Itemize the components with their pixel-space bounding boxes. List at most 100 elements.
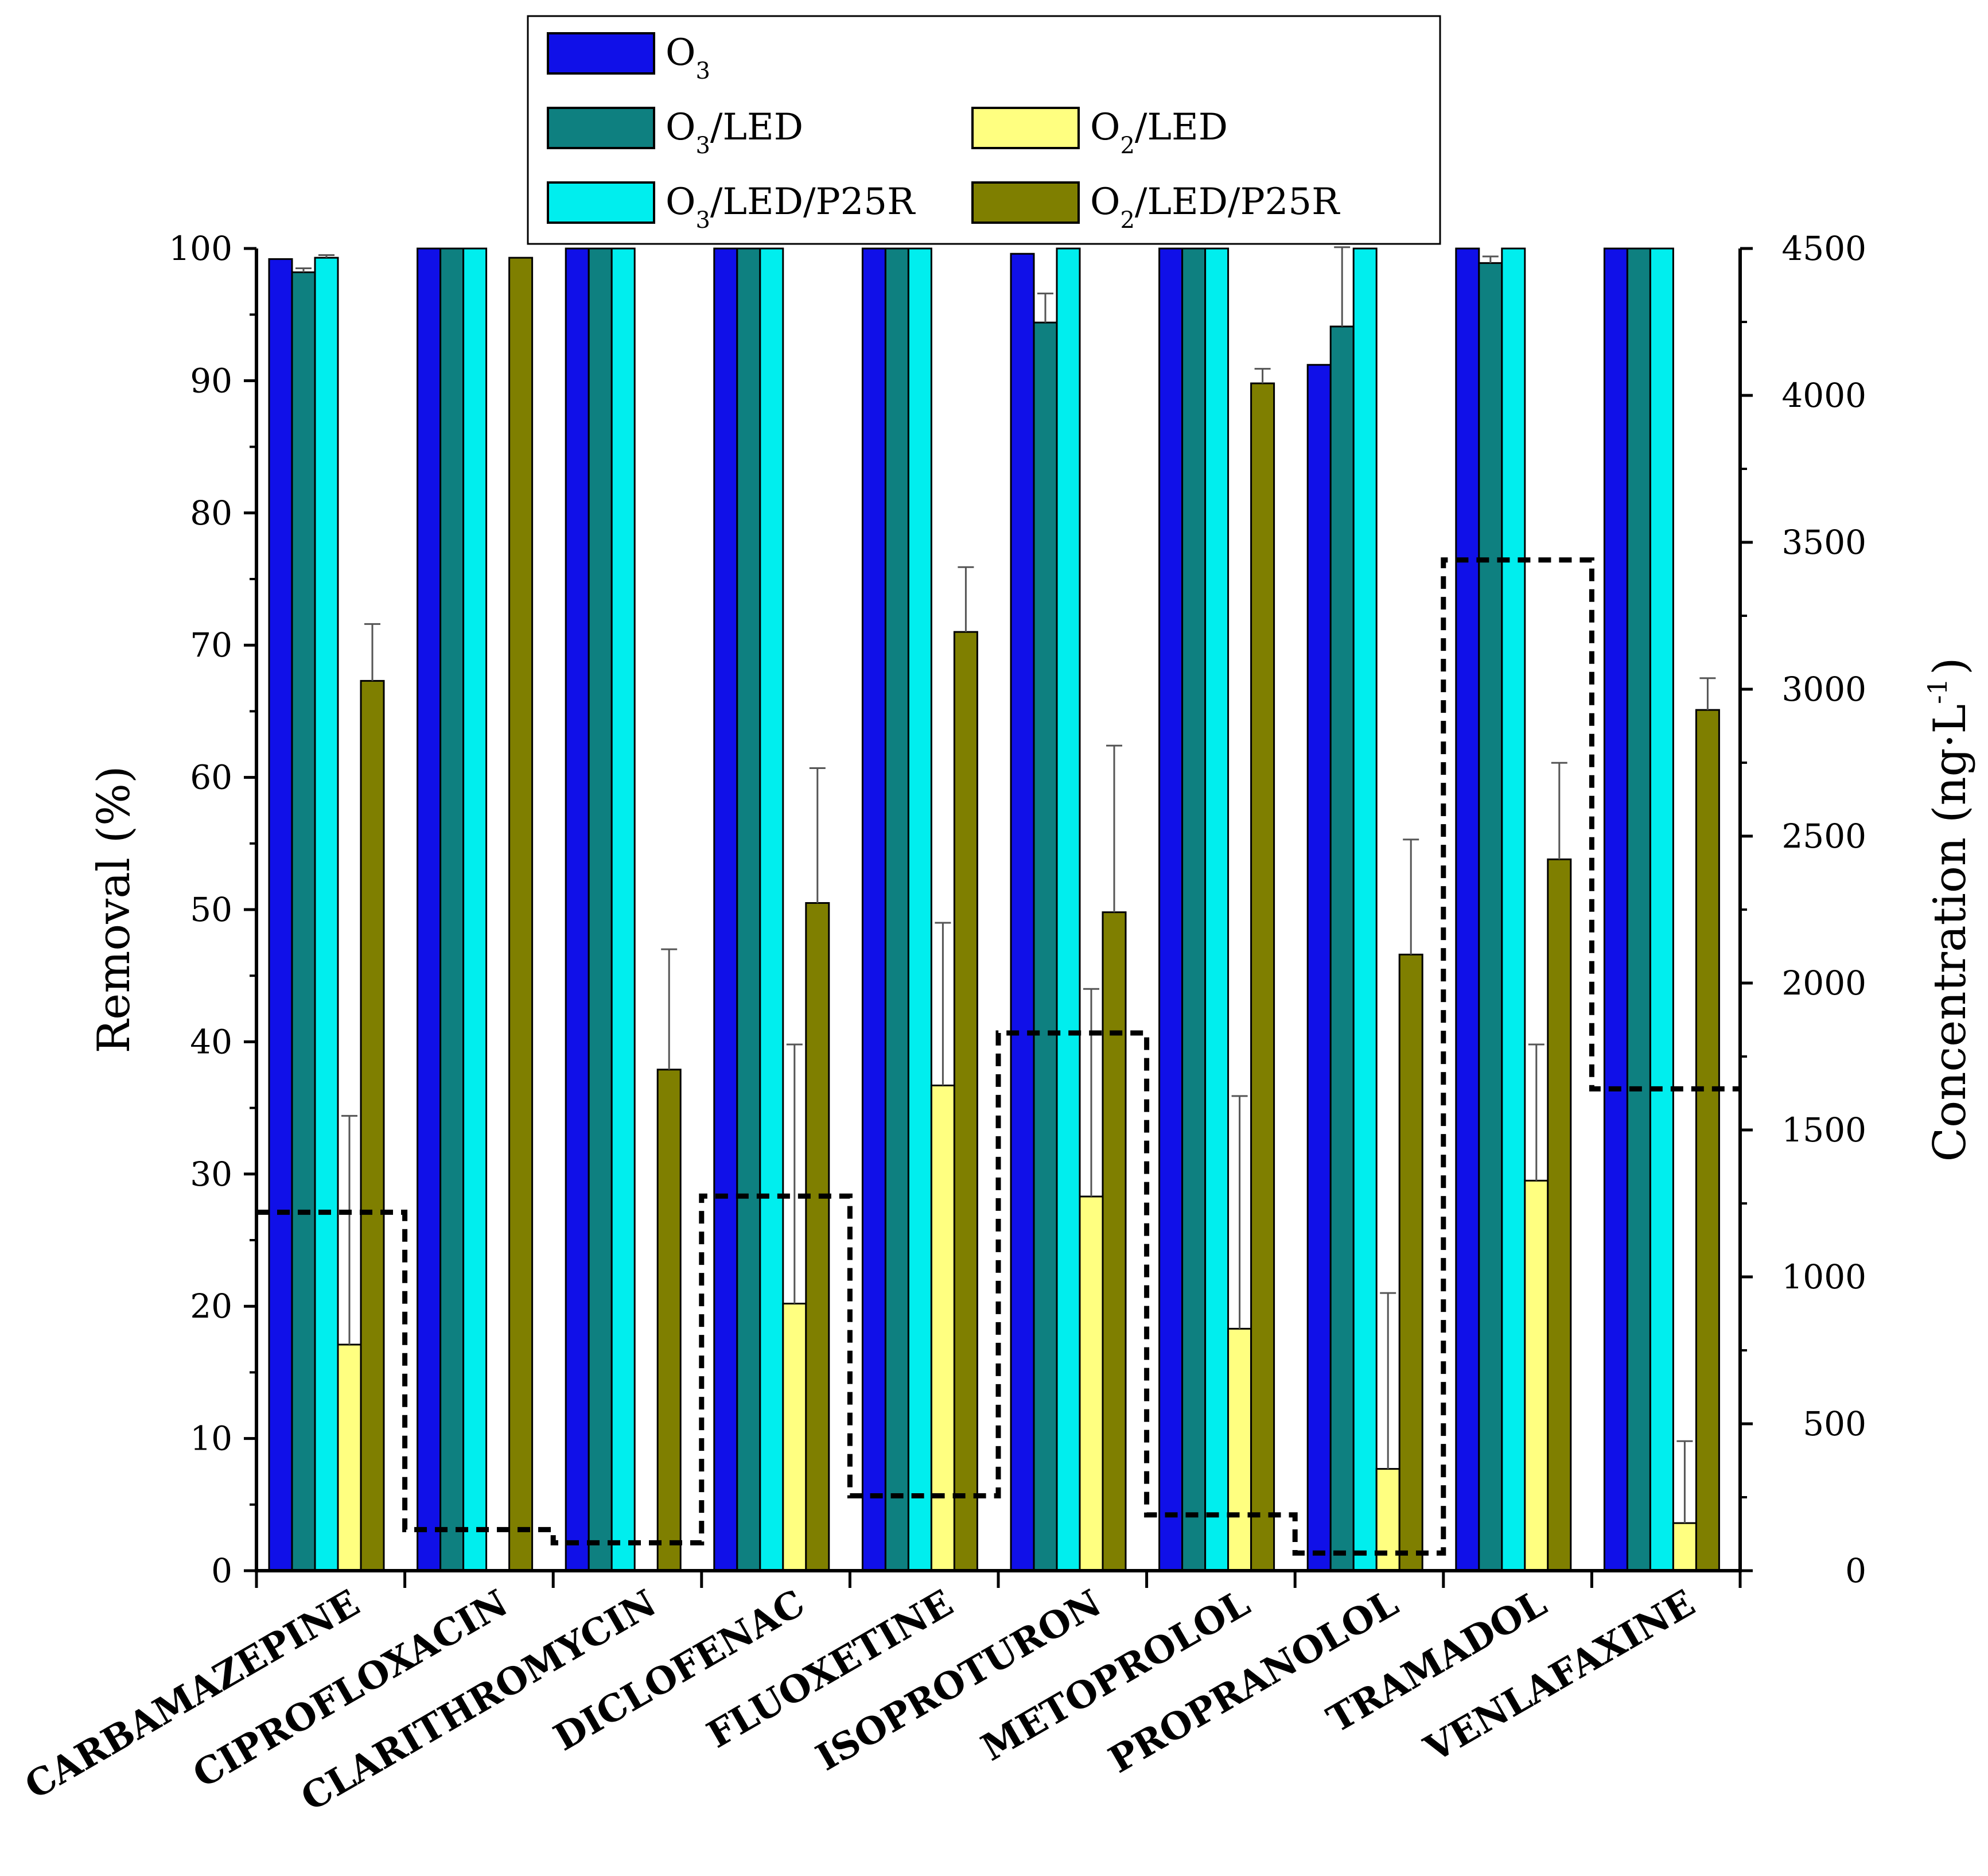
bar-o3-metoprolol <box>1158 247 1184 1572</box>
legend-items: O3 O3/LED O3/LED/P25R O2/LED O2/LED/P25R <box>547 32 1340 234</box>
bar-o2-led-p25r-metoprolol <box>1250 382 1275 1572</box>
left-tick-label-30: 30 <box>190 1155 232 1194</box>
error-bars-layer <box>295 246 1716 1524</box>
left-tick-label-90: 90 <box>190 361 232 400</box>
bar-o3-led-carbamazepine <box>291 271 316 1572</box>
bar-o3-led-p25r-tramadol <box>1501 247 1526 1572</box>
concentration-line <box>256 557 1740 1556</box>
right-tick-label-1500: 1500 <box>1781 1110 1866 1149</box>
bar-o2-led-p25r-ciprofloxacin <box>508 257 534 1572</box>
bar-o3-carbamazepine <box>268 258 293 1572</box>
legend-item-o3: O3 <box>547 32 710 84</box>
left-tick-label-20: 20 <box>190 1287 232 1326</box>
concentration-line-layer <box>256 557 1740 1556</box>
left-tick-label-10: 10 <box>190 1419 232 1458</box>
bar-o3-led-p25r-isoproturon <box>1056 247 1081 1572</box>
right-tick-label-3000: 3000 <box>1781 670 1866 709</box>
category-label-diclofenac: DICLOFENAC <box>547 1582 812 1760</box>
right-tick-label-4500: 4500 <box>1781 229 1866 268</box>
left-ticks: 0 10 20 30 40 50 60 70 80 90 100 <box>169 229 256 1590</box>
bar-o3-led-p25r-carbamazepine <box>314 257 339 1572</box>
left-tick-label-100: 100 <box>169 229 232 268</box>
bars-layer <box>268 247 1720 1572</box>
left-tick-label-80: 80 <box>190 494 232 533</box>
bar-o3-led-ciprofloxacin <box>439 247 465 1572</box>
bar-o2-led-p25r-propranolol <box>1398 953 1423 1572</box>
bar-o2-led-diclofenac <box>782 1303 807 1572</box>
y2-axis-title-close: ) <box>1924 658 1976 675</box>
legend-item-o3-led: O3/LED <box>547 106 803 159</box>
bar-o3-led-propranolol <box>1329 325 1355 1572</box>
x-ticks <box>255 1571 1742 1588</box>
bar-o3-ciprofloxacin <box>417 247 442 1572</box>
legend: O3 O3/LED O3/LED/P25R O2/LED O2/LED/P25R <box>527 15 1441 245</box>
bar-o3-led-isoproturon <box>1033 321 1058 1572</box>
bar-o3-led-p25r-fluoxetine <box>907 247 932 1572</box>
legend-swatch-o2-led <box>971 107 1080 149</box>
bar-o2-led-p25r-isoproturon <box>1102 911 1127 1572</box>
legend-item-o2-led: O2/LED <box>971 106 1228 159</box>
bar-o3-led-tramadol <box>1478 262 1503 1572</box>
legend-label-o3-led: O3/LED <box>666 106 803 159</box>
left-tick-label-60: 60 <box>190 758 232 797</box>
bar-o3-led-metoprolol <box>1181 247 1207 1572</box>
y2-axis-title-sup: -1 <box>1922 678 1953 704</box>
bar-o2-led-metoprolol <box>1227 1327 1252 1572</box>
bar-o2-led-p25r-carbamazepine <box>360 679 385 1572</box>
legend-label-o2-led: O2/LED <box>1090 106 1228 159</box>
bar-o2-led-p25r-fluoxetine <box>953 631 978 1572</box>
right-tick-label-4000: 4000 <box>1781 376 1866 415</box>
category-labels: CARBAMAZEPINECIPROFLOXACINCLARITHROMYCIN… <box>18 1582 1702 1820</box>
bar-o3-led-p25r-diclofenac <box>759 247 784 1572</box>
bar-o2-led-p25r-clarithromycin <box>656 1069 682 1572</box>
legend-label-o3: O3 <box>666 32 710 84</box>
legend-item-o2-led-p25r: O2/LED/P25R <box>971 181 1340 234</box>
bar-o2-led-carbamazepine <box>337 1343 362 1572</box>
right-tick-label-2000: 2000 <box>1781 964 1866 1003</box>
right-tick-label-2500: 2500 <box>1781 817 1866 856</box>
bar-o3-propranolol <box>1306 364 1332 1572</box>
left-tick-label-40: 40 <box>190 1022 232 1061</box>
category-label-venlafaxine: VENLAFAXINE <box>1417 1582 1702 1771</box>
bar-o3-led-p25r-metoprolol <box>1204 247 1230 1572</box>
bar-o3-led-p25r-ciprofloxacin <box>462 247 488 1572</box>
bar-o2-led-isoproturon <box>1079 1195 1104 1572</box>
bar-o2-led-tramadol <box>1524 1179 1549 1572</box>
bar-o3-diclofenac <box>713 247 738 1572</box>
bar-o2-led-p25r-tramadol <box>1547 858 1572 1572</box>
legend-item-o3-led-p25r: O3/LED/P25R <box>547 181 916 234</box>
right-tick-label-1000: 1000 <box>1781 1257 1866 1296</box>
bar-o3-tramadol <box>1455 247 1480 1572</box>
right-tick-label-500: 500 <box>1803 1404 1866 1443</box>
right-tick-label-0: 0 <box>1845 1551 1866 1590</box>
y2-axis-title: Concentration (ng·L-1) <box>1922 658 1976 1162</box>
y-axis-title: Removal (%) <box>88 766 140 1053</box>
right-ticks: 0 500 1000 1500 2000 2500 3000 3500 4000 4500 <box>1740 229 1866 1590</box>
bar-o3-led-p25r-venlafaxine <box>1649 247 1674 1572</box>
legend-swatch-o2-led-p25r <box>971 181 1080 224</box>
bar-o3-clarithromycin <box>565 247 590 1572</box>
legend-label-o2-led-p25r: O2/LED/P25R <box>1090 181 1340 234</box>
left-tick-label-50: 50 <box>190 890 232 929</box>
legend-swatch-o3 <box>547 32 655 75</box>
bar-o2-led-p25r-venlafaxine <box>1695 709 1720 1572</box>
bar-o3-venlafaxine <box>1603 247 1628 1572</box>
legend-label-o3-led-p25r: O3/LED/P25R <box>666 181 916 234</box>
bar-o3-isoproturon <box>1010 253 1035 1572</box>
legend-swatch-o3-led-p25r <box>547 181 655 224</box>
left-tick-label-70: 70 <box>190 626 232 665</box>
left-tick-label-0: 0 <box>211 1551 232 1590</box>
bar-o3-led-p25r-propranolol <box>1352 247 1378 1572</box>
bar-o3-led-fluoxetine <box>884 247 909 1572</box>
right-tick-label-3500: 3500 <box>1781 523 1866 562</box>
bar-o3-led-clarithromycin <box>588 247 613 1572</box>
bar-o2-led-p25r-diclofenac <box>805 902 830 1572</box>
bar-o3-led-diclofenac <box>736 247 761 1572</box>
bar-o3-led-venlafaxine <box>1626 247 1651 1572</box>
y2-axis-title-main: Concentration (ng·L <box>1924 704 1976 1162</box>
legend-swatch-o3-led <box>547 107 655 149</box>
bar-o2-led-venlafaxine <box>1672 1522 1697 1572</box>
bar-o3-led-p25r-clarithromycin <box>610 247 636 1572</box>
bar-o3-fluoxetine <box>861 247 886 1572</box>
